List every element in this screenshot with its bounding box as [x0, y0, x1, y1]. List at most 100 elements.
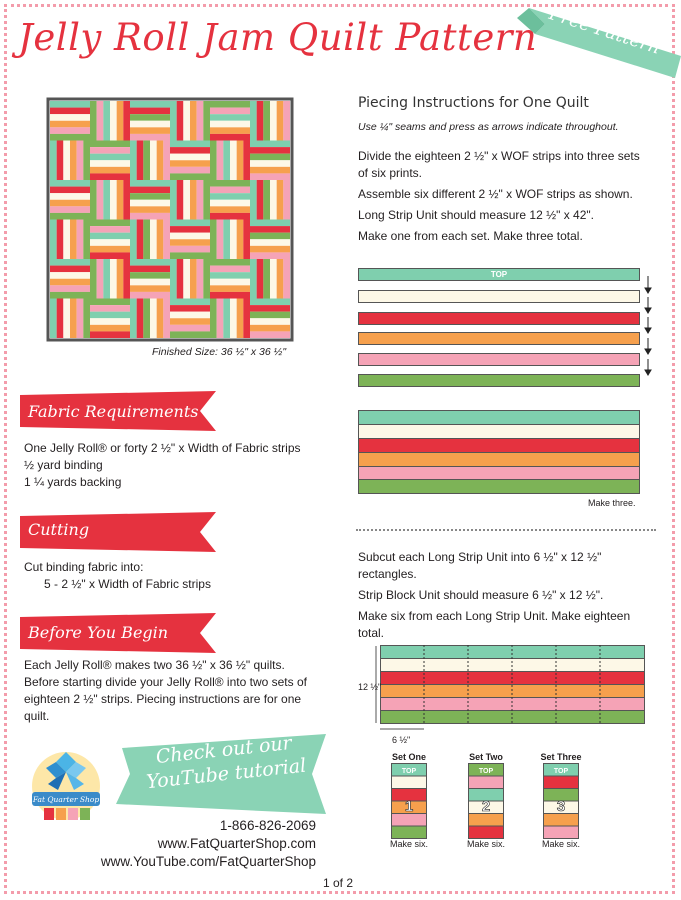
quilt-strip	[50, 193, 90, 200]
quilt-strip	[76, 140, 84, 180]
quilt-strip	[130, 259, 170, 266]
cutting-line-1: Cut binding fabric into:	[24, 560, 144, 574]
quilt-strip	[210, 140, 217, 180]
quilt-strip	[96, 259, 104, 299]
make-three-note: Make three.	[588, 498, 636, 508]
quilt-strip	[50, 291, 90, 299]
set-one-note: Make six.	[389, 839, 428, 849]
set-three-name: Set Three	[540, 752, 582, 762]
quilt-strip	[250, 259, 257, 299]
quilt-strip	[190, 180, 197, 220]
quilt-strip	[223, 140, 230, 180]
strip-cream	[358, 290, 640, 303]
quilt-strip	[203, 180, 210, 220]
website-link[interactable]: www.FatQuarterShop.com	[157, 836, 316, 851]
cutting-heading: Cutting	[28, 520, 90, 539]
quilt-strip	[110, 180, 117, 220]
quilt-strip	[250, 305, 290, 312]
quilt-strip	[170, 305, 210, 312]
quilt-strip	[70, 140, 77, 180]
quilt-strip	[256, 101, 264, 141]
cutting-banner	[20, 512, 216, 552]
quilt-binding	[46, 97, 294, 342]
strip-orange	[358, 332, 640, 345]
quilt-strip	[250, 226, 290, 233]
quilt-strip	[190, 259, 197, 299]
set-three: Set Three TOP 3 Make six.	[528, 752, 594, 849]
quilt-strip	[236, 298, 244, 338]
finished-size-caption: Finished Size: 36 ½" x 36 ½"	[152, 346, 287, 358]
set-two-top: TOP	[479, 768, 494, 775]
quilt-strip	[230, 140, 237, 180]
quilt-strip	[90, 173, 130, 180]
quilt-strip	[50, 278, 90, 286]
quilt-strip	[50, 114, 90, 121]
quilt-strip	[50, 127, 90, 134]
quilt-strip	[136, 219, 144, 259]
set-two-note: Make six.	[466, 839, 505, 849]
quilt-strip	[136, 140, 144, 180]
quilt-strip	[130, 193, 170, 200]
quilt-strip	[50, 180, 90, 187]
quilt-strip	[70, 298, 77, 338]
quilt-strip	[110, 101, 117, 141]
quilt-strip	[50, 206, 90, 213]
quilt-strip	[123, 259, 130, 299]
piecing-note: Use ¼" seams and press as arrows indicat…	[358, 121, 619, 133]
quilt-strip	[90, 252, 130, 259]
subcut-p5: Subcut each Long Strip Unit into 6 ½" x …	[358, 550, 602, 564]
quilt-strip	[170, 311, 210, 319]
quilt-strip	[170, 298, 210, 306]
youtube-link[interactable]: www.YouTube.com/FatQuarterShop	[100, 854, 316, 869]
quilt-strip	[96, 101, 104, 141]
youtube-tutorial-banner[interactable]	[116, 734, 330, 814]
quilt-strip	[276, 101, 284, 141]
subcut-diagram	[375, 645, 645, 730]
quilt-strip	[50, 120, 90, 128]
quilt-strip	[210, 101, 250, 108]
quilt-strip	[50, 199, 90, 207]
quilt-strip	[170, 153, 210, 161]
quilt-strip	[90, 101, 97, 141]
quilt-strip	[250, 153, 290, 161]
quilt-strip	[136, 298, 144, 338]
quilt-strip	[130, 291, 170, 299]
quilt-strip	[210, 278, 250, 286]
quilt-strip	[130, 133, 170, 141]
dimension-width: 6 ½"	[392, 735, 411, 745]
quilt-strip	[250, 160, 290, 167]
subcut-text: Subcut each Long Strip Unit into 6 ½" x …	[358, 549, 658, 642]
quilt-strip	[210, 212, 250, 220]
set-one-block: TOP 1	[391, 763, 427, 839]
quilt-strip	[250, 245, 290, 253]
quilt-strip	[250, 298, 290, 306]
quilt-strip	[170, 166, 210, 174]
long-strip-unit	[358, 410, 640, 494]
quilt-strip	[236, 219, 244, 259]
quilt-strip	[56, 219, 64, 259]
strip-aqua: TOP	[358, 268, 640, 281]
fabric-requirements-banner	[20, 391, 216, 431]
quilt-strip	[50, 140, 57, 180]
quilt-strip	[50, 101, 90, 108]
quilt-strip	[250, 324, 290, 332]
quilt-strip	[90, 305, 130, 312]
quilt-strip	[210, 291, 250, 299]
quilt-strip	[63, 298, 70, 338]
free-pattern-banner: Free Pattern	[517, 6, 681, 78]
quilt-strip	[210, 219, 217, 259]
quilt-strip	[210, 298, 217, 338]
quilt-strip	[83, 140, 90, 180]
dimension-height: 12 ½"	[358, 682, 382, 692]
quilt-strip	[170, 318, 210, 325]
quilt-strip	[116, 259, 124, 299]
quilt-strip	[196, 259, 204, 299]
quilt-strip	[90, 259, 97, 299]
quilt-strip	[270, 259, 277, 299]
quilt-strip	[170, 239, 210, 246]
quilt-strip	[196, 180, 204, 220]
quilt-strip	[90, 226, 130, 233]
quilt-strip	[216, 140, 224, 180]
quilt-strip	[250, 252, 290, 259]
quilt-strip	[183, 180, 190, 220]
